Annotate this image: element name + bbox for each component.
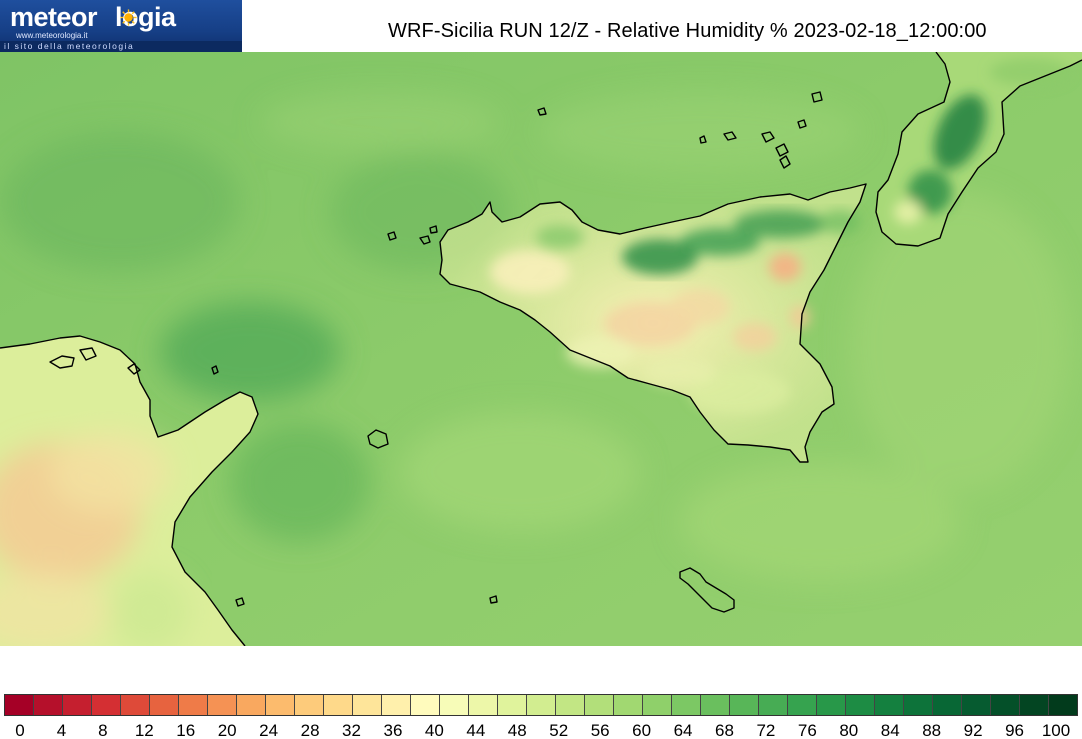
color-legend (4, 694, 1078, 716)
legend-swatch (5, 695, 34, 715)
legend-swatch (962, 695, 991, 715)
logo[interactable]: meteor logia www.meteorologia.it il sito … (0, 0, 242, 52)
humidity-map (0, 52, 1082, 646)
legend-tick-label: 8 (98, 721, 108, 739)
legend-swatch (701, 695, 730, 715)
legend-tick-label: 64 (673, 721, 693, 739)
legend-swatch (527, 695, 556, 715)
legend-swatch (875, 695, 904, 715)
legend-tick-label: 36 (383, 721, 403, 739)
legend-swatch (904, 695, 933, 715)
legend-tick-label: 32 (342, 721, 361, 739)
legend-swatch (759, 695, 788, 715)
legend-swatch (498, 695, 527, 715)
legend-swatch (730, 695, 759, 715)
legend-swatch (440, 695, 469, 715)
legend-swatch (817, 695, 846, 715)
legend-tick-label: 72 (756, 721, 776, 739)
legend-swatch (295, 695, 324, 715)
legend-tick-label: 68 (715, 721, 734, 739)
legend-swatch (266, 695, 295, 715)
sun-icon (120, 9, 137, 26)
legend-tick-label: 28 (300, 721, 320, 739)
legend-swatch (643, 695, 672, 715)
map-title: WRF-Sicilia RUN 12/Z - Relative Humidity… (388, 20, 987, 42)
logo-url[interactable]: www.meteorologia.it (16, 31, 88, 40)
legend-swatch (92, 695, 121, 715)
legend-swatch (63, 695, 92, 715)
calabria-coastline (875, 52, 1082, 247)
legend-tick-labels: 0 4 8 12 16 20 24 28 32 36 40 44 48 52 56 60 64 68 72 76 80 8… (4, 721, 1078, 739)
legend-swatch (469, 695, 498, 715)
legend-swatch (991, 695, 1020, 715)
legend-swatch (382, 695, 411, 715)
legend-swatch (353, 695, 382, 715)
legend-swatch (324, 695, 353, 715)
legend-tick-label: 92 (963, 721, 983, 739)
legend-swatch (237, 695, 266, 715)
legend-swatch (208, 695, 237, 715)
sicily-coastline (439, 183, 867, 463)
legend-swatch (846, 695, 875, 715)
legend-tick-label: 56 (590, 721, 610, 739)
legend-tick-label: 100 (1041, 721, 1071, 739)
legend-tick-label: 12 (134, 721, 154, 739)
legend-swatch (34, 695, 63, 715)
legend-tick-label: 52 (549, 721, 569, 739)
tunisia-coastline (0, 335, 259, 646)
logo-tagline: il sito della meteorologia (0, 41, 242, 52)
logo-brand: meteor logia (10, 2, 176, 33)
legend-swatch (411, 695, 440, 715)
legend-tick-label: 88 (922, 721, 942, 739)
logo-brand-left: meteor (10, 2, 98, 32)
legend-swatch (585, 695, 614, 715)
legend-tick-label: 60 (632, 721, 652, 739)
legend-swatch (556, 695, 585, 715)
legend-tick-label: 24 (259, 721, 279, 739)
humidity-field (0, 52, 1082, 646)
legend-tick-label: 0 (15, 721, 25, 739)
legend-tick-label: 16 (176, 721, 196, 739)
legend-swatch (672, 695, 701, 715)
legend-tick-label: 76 (797, 721, 817, 739)
legend-tick-label: 80 (839, 721, 859, 739)
legend-swatch (788, 695, 817, 715)
legend-tick-label: 96 (1005, 721, 1025, 739)
legend-tick-label: 4 (56, 721, 67, 739)
legend-tick-label: 44 (466, 721, 486, 739)
legend-tick-label: 84 (880, 721, 900, 739)
legend-swatch (933, 695, 962, 715)
legend-tick-label: 20 (217, 721, 237, 739)
legend-swatch (1049, 695, 1077, 715)
legend-color-bar (4, 694, 1078, 716)
legend-swatch (614, 695, 643, 715)
legend-swatch (1020, 695, 1049, 715)
legend-swatch (179, 695, 208, 715)
coastlines (0, 52, 1082, 646)
malta-coastline (679, 567, 735, 613)
legend-swatch (150, 695, 179, 715)
humidity-patches (0, 92, 1070, 582)
legend-swatch (121, 695, 150, 715)
legend-tick-label: 48 (507, 721, 527, 739)
legend-tick-label: 40 (424, 721, 444, 739)
